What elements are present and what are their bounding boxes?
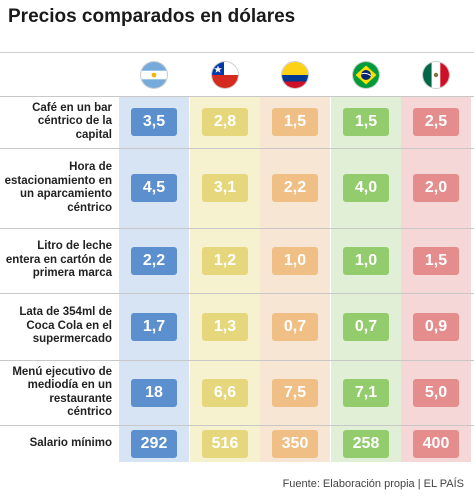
- value-cell-mexico: 2,0: [413, 174, 459, 202]
- chart-title: Precios comparados en dólares: [8, 6, 296, 27]
- column-mexico: [401, 96, 471, 462]
- colombia-flag-icon: [282, 62, 308, 88]
- value-cell-brasil: 1,0: [343, 246, 389, 275]
- row-label: Café en un bar céntrico de la capital: [32, 101, 112, 141]
- value-cell-brasil: 7,1: [343, 378, 389, 407]
- row-label: Litro de leche entera en cartón de prime…: [5, 240, 112, 280]
- value-cell-argentina: 292: [131, 429, 177, 458]
- argentina-flag-icon: [141, 62, 167, 88]
- value-cell-mexico: 5,0: [413, 378, 459, 407]
- row-separator: [0, 293, 474, 294]
- title-divider: [0, 52, 474, 53]
- column-chile: [190, 96, 260, 462]
- value-cell-chile: 516: [202, 429, 248, 458]
- mexico-flag-icon: [423, 62, 449, 88]
- value-cell-colombia: 1,0: [272, 246, 318, 275]
- brazil-flag-icon: [353, 62, 379, 88]
- row-separator: [0, 228, 474, 229]
- row-separator: [0, 360, 474, 361]
- value-cell-argentina: 18: [131, 378, 177, 407]
- value-cell-chile: 1,3: [202, 312, 248, 341]
- row-label: Salario mínimo: [29, 436, 112, 449]
- value-cell-argentina: 1,7: [131, 312, 177, 341]
- source-note: Fuente: Elaboración propia | EL PAÍS: [282, 478, 464, 490]
- value-cell-brasil: 4,0: [343, 174, 389, 202]
- row-label: Lata de 354ml de Coca Cola en el superme…: [19, 306, 112, 346]
- value-cell-argentina: 2,2: [131, 246, 177, 275]
- value-cell-colombia: 350: [272, 429, 318, 458]
- row-separator: [0, 96, 474, 97]
- column-brasil: [331, 96, 401, 462]
- chile-flag-icon: [212, 62, 238, 88]
- value-cell-mexico: 0,9: [413, 312, 459, 341]
- value-cell-brasil: 0,7: [343, 312, 389, 341]
- value-cell-argentina: 3,5: [131, 108, 177, 136]
- value-cell-brasil: 1,5: [343, 108, 389, 136]
- row-label: Menú ejecutivo de mediodía en un restaur…: [12, 365, 112, 419]
- value-cell-mexico: 1,5: [413, 246, 459, 275]
- value-cell-colombia: 1,5: [272, 108, 318, 136]
- value-cell-mexico: 400: [413, 429, 459, 458]
- column-colombia: [260, 96, 330, 462]
- value-cell-chile: 3,1: [202, 174, 248, 202]
- value-cell-argentina: 4,5: [131, 174, 177, 202]
- value-cell-chile: 1,2: [202, 246, 248, 275]
- value-cell-colombia: 0,7: [272, 312, 318, 341]
- value-cell-mexico: 2,5: [413, 108, 459, 136]
- value-cell-colombia: 2,2: [272, 174, 318, 202]
- value-cell-chile: 6,6: [202, 378, 248, 407]
- column-argentina: [119, 96, 189, 462]
- row-separator: [0, 148, 474, 149]
- value-cell-chile: 2,8: [202, 108, 248, 136]
- row-separator: [0, 425, 474, 426]
- row-label: Hora de estacionamiento en un aparcamien…: [4, 161, 112, 214]
- value-cell-colombia: 7,5: [272, 378, 318, 407]
- value-cell-brasil: 258: [343, 429, 389, 458]
